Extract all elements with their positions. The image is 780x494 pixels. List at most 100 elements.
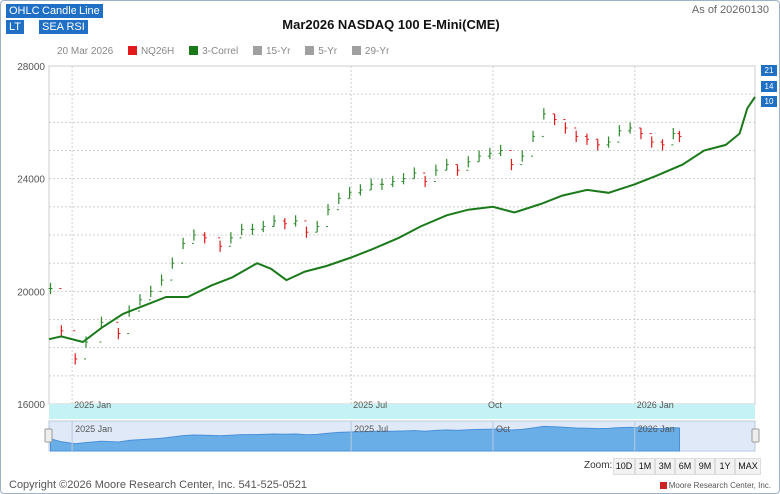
- ohlc-bar: [282, 218, 287, 230]
- ohlc-bar: [390, 175, 395, 188]
- ohlc-bar: [83, 336, 88, 360]
- zoom-label: Zoom:: [584, 460, 613, 471]
- zoom-max-button[interactable]: MAX: [735, 458, 761, 475]
- legend-item-15-yr[interactable]: 15-Yr: [252, 46, 291, 57]
- y-tick-label: 20000: [17, 287, 45, 298]
- legend-label: 3-Correl: [202, 46, 239, 57]
- legend-item-29-yr[interactable]: 29-Yr: [351, 46, 390, 57]
- legend-swatch: [252, 46, 262, 55]
- zoom-1m-button[interactable]: 1M: [635, 458, 655, 475]
- grid: [49, 66, 755, 404]
- x-axis: 2025 Jan 2025 Jul Oct 2026 Jan: [74, 400, 674, 410]
- y-tick-label: 28000: [17, 62, 45, 73]
- ohlc-bar: [617, 125, 622, 143]
- ohlc-bar: [148, 285, 153, 301]
- ohlc-bar: [293, 215, 298, 227]
- zoom-9m-button[interactable]: 9M: [695, 458, 715, 475]
- chart-title: Mar2026 NASDAQ 100 E-Mini(CME): [282, 17, 500, 32]
- legend-item-5-yr[interactable]: 5-Yr: [305, 46, 337, 57]
- scale-badge-14[interactable]: 14: [761, 81, 777, 92]
- as-of-date: As of 20260130: [691, 4, 769, 16]
- ohlc-bar: [116, 321, 121, 340]
- line-button[interactable]: Line: [76, 4, 103, 18]
- ohlc-bar: [574, 127, 579, 143]
- ohlc-bar: [466, 156, 471, 171]
- ohlc-bar: [191, 229, 196, 244]
- ohlc-bar: [73, 330, 78, 365]
- ohlc-bar: [315, 220, 320, 233]
- x-tick-label: 2025 Jul: [353, 400, 387, 410]
- ohlc-bar: [444, 158, 449, 171]
- credit-link[interactable]: Moore Research Center, Inc.: [659, 481, 771, 490]
- legend-label: 5-Yr: [318, 46, 338, 57]
- ohlc-bar: [552, 113, 557, 126]
- legend-swatch: [189, 46, 199, 55]
- scale-badge-10[interactable]: 10: [761, 96, 777, 107]
- correl-line: [48, 96, 756, 344]
- legend-label: NQ26H: [140, 46, 175, 57]
- candle-button[interactable]: Candle: [39, 4, 80, 18]
- ohlc-bar: [304, 220, 309, 238]
- ohlc-bar: [48, 282, 53, 295]
- legend-item-nq26h[interactable]: NQ26H: [127, 46, 175, 57]
- navigator-tick-label: 2025 Jul: [354, 424, 388, 434]
- ohlc-bar: [477, 150, 482, 163]
- ohlc-bar: [369, 178, 374, 191]
- x-tick-label: Oct: [488, 400, 503, 410]
- y-axis: 16000 20000 24000 28000: [17, 62, 45, 411]
- zoom-10d-button[interactable]: 10D: [613, 458, 635, 475]
- ohlc-bar: [412, 167, 417, 180]
- ohlc-bar: [326, 204, 331, 228]
- ohlc-bar: [159, 274, 164, 292]
- ohlc-bar: [250, 223, 255, 235]
- navigator-left-handle[interactable]: [44, 428, 53, 443]
- sea-rsi-button[interactable]: SEA RSI: [39, 20, 88, 34]
- ohlc-button[interactable]: OHLC: [6, 4, 43, 18]
- ohlc-bar: [487, 147, 492, 159]
- ohlc-bar: [541, 108, 546, 137]
- navigator-tick-label: 2026 Jan: [638, 424, 675, 434]
- ohlc-bar: [170, 257, 175, 281]
- lt-button[interactable]: LT: [6, 20, 25, 34]
- scale-badge-21[interactable]: 21: [761, 65, 777, 76]
- zoom-3m-button[interactable]: 3M: [655, 458, 675, 475]
- legend-swatch: [305, 46, 315, 55]
- ohlc-bar: [358, 184, 363, 196]
- y-tick-label: 24000: [17, 175, 45, 186]
- ohlc-bar: [239, 223, 244, 239]
- x-tick-label: 2025 Jan: [74, 400, 111, 410]
- legend: 20 Mar 2026 NQ26H 3-Correl 15-Yr 5-Yr 29…: [57, 46, 401, 57]
- ohlc-bar: [261, 220, 266, 233]
- ohlc-bar: [99, 316, 104, 343]
- navigator-area: [50, 425, 680, 452]
- ohlc-bar: [563, 119, 568, 134]
- ohlc-bar: [498, 144, 503, 157]
- ohlc-bar: [628, 122, 633, 134]
- ohlc-bar: [59, 288, 64, 337]
- ohlc-bar: [202, 232, 207, 244]
- ohlc-bar: [638, 127, 643, 140]
- ohlc-bar: [401, 173, 406, 185]
- zoom-1y-button[interactable]: 1Y: [715, 458, 735, 475]
- legend-swatch: [351, 46, 361, 55]
- ohlc-bar: [584, 133, 589, 145]
- ohlc-bar: [218, 237, 223, 252]
- navigator-right-handle[interactable]: [751, 428, 760, 443]
- copyright-text: Copyright ©2026 Moore Research Center, I…: [9, 479, 307, 491]
- legend-label: 29-Yr: [364, 46, 390, 57]
- ohlc-bar: [379, 178, 384, 190]
- legend-label: 15-Yr: [265, 46, 291, 57]
- ohlc-bar: [649, 133, 654, 148]
- ohlc-bar: [347, 187, 352, 199]
- y-tick-label: 16000: [17, 400, 45, 411]
- ohlc-bar: [660, 139, 665, 151]
- legend-item-3-correl[interactable]: 3-Correl: [189, 46, 238, 57]
- ohlc-bar: [137, 294, 142, 312]
- ohlc-bar: [228, 232, 233, 247]
- ohlc-bar: [272, 215, 277, 228]
- ohlc-bar: [606, 136, 611, 148]
- zoom-6m-button[interactable]: 6M: [675, 458, 695, 475]
- ohlc-series: [48, 108, 682, 365]
